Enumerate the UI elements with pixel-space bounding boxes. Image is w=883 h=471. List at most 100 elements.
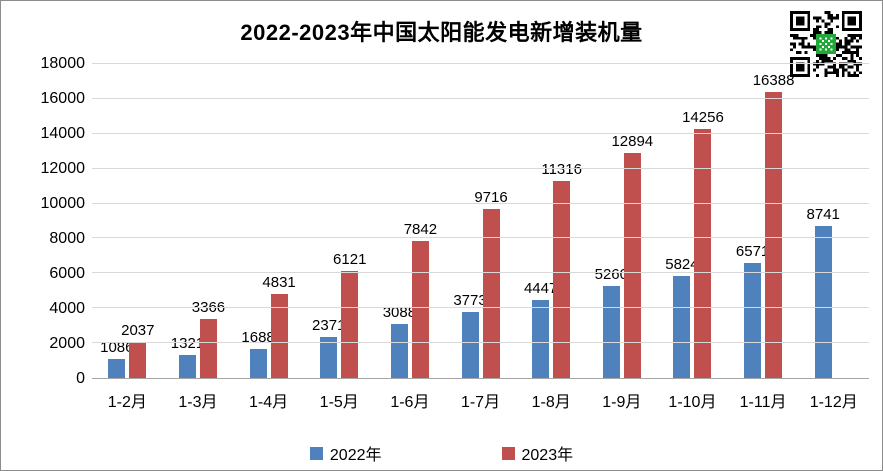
bar xyxy=(178,354,196,378)
bar-slot: 4831 xyxy=(262,64,296,378)
x-tick-label: 1-2月 xyxy=(107,394,147,411)
bar xyxy=(270,293,288,378)
bar-group: 5824 14256 xyxy=(657,64,728,378)
qr-code-icon xyxy=(790,11,862,77)
x-tick-label: 1-4月 xyxy=(249,394,289,411)
bar-pair: 2371 6121 xyxy=(312,64,366,378)
x-tick-label: 1-7月 xyxy=(460,394,501,411)
legend: 2022年 2023年 xyxy=(1,441,882,465)
gridline xyxy=(92,237,869,239)
bar-pair: 6571 16388 xyxy=(736,64,794,378)
bar-groups: 1086 2037 1321 3366 1688 4831 2371 6121 3088 7842… xyxy=(92,64,869,378)
bar xyxy=(390,324,408,378)
data-label: 5824 xyxy=(665,256,699,274)
bar-slot xyxy=(836,64,853,378)
bar-pair: 5824 14256 xyxy=(665,64,724,378)
y-axis: 0 2000 4000 6000 8000 10000 12000 14000 16000 180… xyxy=(1,55,86,387)
bar xyxy=(482,208,500,378)
bar xyxy=(461,312,479,378)
data-label: 1688 xyxy=(241,328,275,346)
bar-slot: 3366 xyxy=(192,64,225,378)
y-tick-label: 12000 xyxy=(40,160,86,177)
y-tick-label: 8000 xyxy=(49,230,85,248)
y-tick-label: 18000 xyxy=(40,55,86,72)
bar xyxy=(623,153,641,378)
bar-slot: 7842 xyxy=(404,64,437,378)
legend-swatch-icon xyxy=(309,446,323,460)
bar-slot: 4447 xyxy=(524,64,557,378)
bar-slot: 6121 xyxy=(333,64,366,378)
bar-slot: 3773 xyxy=(453,64,487,378)
bar-group: 1086 2037 xyxy=(92,64,163,378)
bar xyxy=(129,342,147,378)
x-tick-label: 1-11月 xyxy=(739,394,787,411)
data-label: 1086 xyxy=(100,339,134,357)
x-tick-label: 1-9月 xyxy=(602,394,642,411)
y-tick-label: 2000 xyxy=(49,335,85,353)
legend-item: 2023年 xyxy=(501,441,574,465)
bar-group: 3773 9716 xyxy=(445,64,516,378)
data-label: 11316 xyxy=(541,160,582,178)
data-label: 3088 xyxy=(382,304,417,322)
plot-area: 1086 2037 1321 3366 1688 4831 2371 6121 3088 7842… xyxy=(92,63,869,379)
legend-item: 2022年 xyxy=(309,441,382,465)
legend-label: 2023年 xyxy=(521,447,574,464)
data-label: 6121 xyxy=(333,251,367,269)
bar-slot: 1321 xyxy=(171,64,204,378)
legend-label: 2022年 xyxy=(329,447,382,464)
x-tick-label: 1-5月 xyxy=(319,394,359,411)
bar xyxy=(341,271,359,378)
y-tick-label: 16000 xyxy=(40,90,86,108)
data-label: 14256 xyxy=(682,109,724,127)
bar-slot: 2371 xyxy=(312,64,345,378)
bar-pair: 5260 12894 xyxy=(595,64,653,378)
bar-pair: 1086 2037 xyxy=(100,64,155,378)
x-tick-label: 1-6月 xyxy=(390,394,430,411)
bar-slot: 16388 xyxy=(753,64,794,378)
data-label: 7842 xyxy=(403,221,438,239)
bar-slot: 1086 xyxy=(100,64,134,378)
bar-group: 1321 3366 xyxy=(163,64,234,378)
bar xyxy=(765,92,783,378)
gridline xyxy=(92,202,869,204)
bar-pair: 4447 11316 xyxy=(524,64,582,378)
gridline xyxy=(92,167,869,169)
bar xyxy=(108,359,126,378)
gridline xyxy=(92,63,869,64)
bar-pair: 1321 3366 xyxy=(171,64,225,378)
gridline xyxy=(92,272,869,274)
data-label: 3773 xyxy=(453,292,487,310)
data-label: 5260 xyxy=(594,266,628,284)
y-tick-label: 6000 xyxy=(49,265,85,282)
x-tick-label: 1-3月 xyxy=(178,394,218,411)
gridline xyxy=(92,132,869,134)
bar-group: 3088 7842 xyxy=(375,64,446,378)
x-tick-label: 1-12月 xyxy=(809,394,858,411)
bar-slot: 8741 xyxy=(807,64,840,378)
y-tick-label: 14000 xyxy=(40,125,86,142)
bar-slot: 12894 xyxy=(611,64,653,378)
data-label: 8741 xyxy=(806,205,840,223)
data-label: 4831 xyxy=(262,273,296,291)
data-label: 9716 xyxy=(474,188,508,206)
bar-pair: 8741 xyxy=(807,64,853,378)
bar xyxy=(673,276,691,378)
bar-group: 5260 12894 xyxy=(586,64,657,378)
data-label: 1321 xyxy=(170,334,205,352)
bar xyxy=(249,348,267,378)
chart-title: 2022-2023年中国太阳能发电新增装机量 xyxy=(240,20,643,45)
bar-pair: 1688 4831 xyxy=(241,64,296,378)
bar-group: 8741 xyxy=(798,64,869,378)
data-label: 2371 xyxy=(312,316,346,334)
bar xyxy=(694,129,712,378)
bar xyxy=(602,286,620,378)
y-tick-label: 4000 xyxy=(49,300,85,318)
data-label: 4447 xyxy=(523,280,558,298)
bar-slot: 11316 xyxy=(541,64,582,378)
bar xyxy=(553,180,571,378)
bar-group: 4447 11316 xyxy=(516,64,587,378)
y-tick-label: 0 xyxy=(76,370,85,387)
bar xyxy=(411,241,429,378)
bar xyxy=(814,225,832,378)
